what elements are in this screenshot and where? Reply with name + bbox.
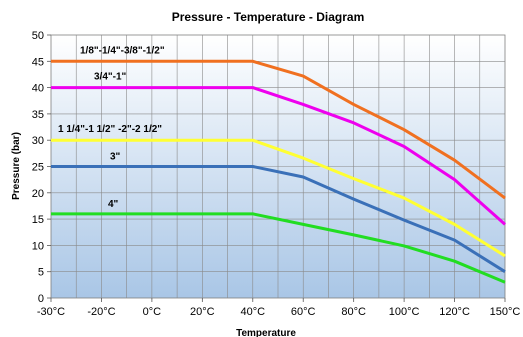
y-tick-label: 35 [32, 109, 44, 121]
series-line [51, 138, 506, 258]
y-tick-label: 0 [38, 293, 44, 305]
y-tick-label: 30 [32, 135, 44, 147]
y-tick-label: 15 [32, 214, 44, 226]
series-line [51, 59, 506, 200]
y-tick-label: 25 [32, 162, 44, 174]
series-lines [51, 59, 506, 284]
x-tick-label: 40°C [240, 306, 265, 318]
x-axis-title: Temperature [236, 328, 296, 337]
x-tick-label: 150°C [490, 306, 521, 318]
series-label: 3" [110, 152, 121, 163]
y-tick-label: 45 [32, 56, 44, 68]
y-tick-label: 20 [32, 188, 44, 200]
x-tick-label: -30°C [37, 306, 65, 318]
x-tick-label: 80°C [341, 306, 366, 318]
x-tick-label: 60°C [291, 306, 316, 318]
x-tick-label: 20°C [190, 306, 215, 318]
series-label: 1/8"-1/4"-3/8"-1/2" [80, 45, 165, 56]
x-tick-label: 100°C [389, 306, 420, 318]
series-label: 4" [108, 199, 119, 210]
chart-title: Pressure - Temperature - Diagram [172, 10, 365, 24]
x-tick-label: 120°C [439, 306, 470, 318]
series-line [51, 212, 506, 284]
y-axis-title: Pressure (bar) [11, 132, 22, 200]
y-tick-label: 50 [32, 30, 44, 42]
x-tick-label: 0°C [143, 306, 162, 318]
y-axis-ticks: 0 5 10 15 20 25 30 35 40 45 50 [32, 30, 51, 305]
series-line [51, 165, 506, 273]
series-labels: 1/8"-1/4"-3/8"-1/2" 3/4"-1" 1 1/4"-1 1/2" … [58, 45, 165, 210]
y-tick-label: 10 [32, 240, 44, 252]
x-axis-ticks: -30°C -20°C 0°C 20°C 40°C 60°C 80°C 100°C 120°C 1… [37, 298, 521, 318]
series-label: 1 1/4"-1 1/2" -2"-2 1/2" [58, 124, 162, 135]
y-tick-label: 5 [38, 267, 44, 279]
y-tick-label: 40 [32, 83, 44, 95]
x-tick-label: -20°C [87, 306, 115, 318]
series-label: 3/4"-1" [94, 72, 127, 83]
series-line [51, 86, 506, 226]
